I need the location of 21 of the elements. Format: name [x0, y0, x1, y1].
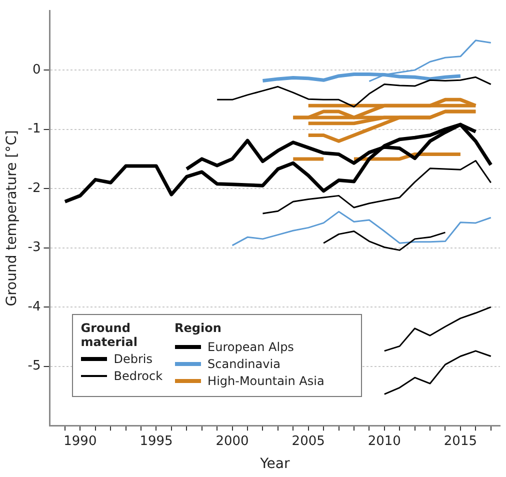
- y-tick-label: -5: [28, 358, 41, 374]
- x-tick-label: 1990: [64, 434, 97, 449]
- x-tick-label: 2005: [292, 434, 325, 449]
- x-tick-label: 2010: [368, 434, 401, 449]
- legend-label: Scandinavia: [208, 357, 280, 372]
- y-tick-label: -1: [28, 122, 41, 137]
- x-tick-label: 1995: [140, 434, 173, 449]
- x-tick-label: 2000: [216, 434, 249, 449]
- y-tick-label: 0: [32, 62, 41, 78]
- x-tick-label: 2015: [444, 434, 477, 449]
- y-tick-label: -3: [28, 240, 41, 256]
- y-tick-label: -2: [28, 180, 41, 196]
- y-axis-title: Ground temperature [°C]: [4, 130, 20, 306]
- legend-title: Region: [174, 320, 222, 335]
- annotation: Debris: [114, 352, 153, 366]
- x-axis-title: Year: [259, 456, 290, 472]
- annotation: Ground material: [80, 320, 138, 349]
- y-tick-label: -4: [28, 299, 41, 314]
- legend-label: European Alps: [208, 340, 294, 354]
- annotation: Bedrock: [114, 369, 163, 384]
- legend-label: High-Mountain Asia: [208, 374, 324, 388]
